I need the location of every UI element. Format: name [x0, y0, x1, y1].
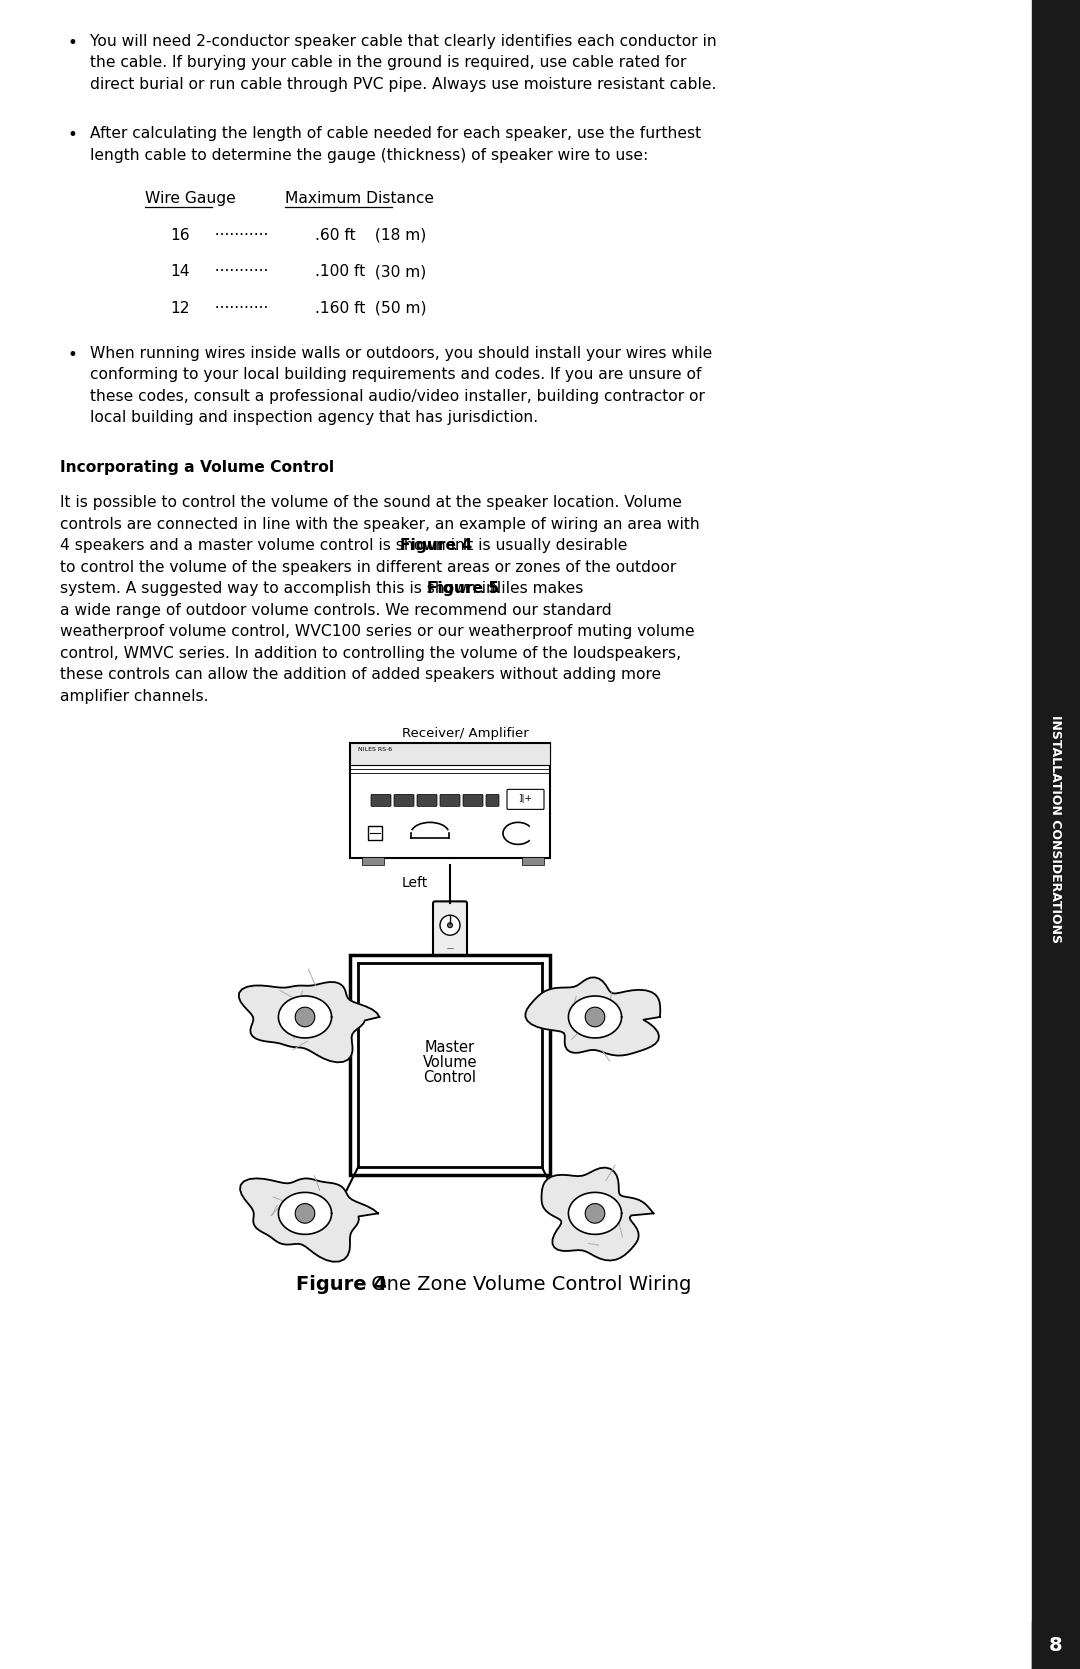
Text: Incorporating a Volume Control: Incorporating a Volume Control [60, 459, 334, 474]
Text: —: — [446, 945, 454, 951]
Text: .100 ft: .100 ft [315, 264, 365, 279]
FancyBboxPatch shape [372, 794, 391, 806]
Text: Receiver/ Amplifier: Receiver/ Amplifier [402, 728, 528, 741]
Text: length cable to determine the gauge (thickness) of speaker wire to use:: length cable to determine the gauge (thi… [90, 149, 648, 164]
Polygon shape [239, 981, 379, 1063]
Circle shape [585, 1203, 605, 1223]
FancyBboxPatch shape [440, 794, 460, 806]
Text: ]|+: ]|+ [518, 794, 532, 803]
Circle shape [447, 923, 453, 928]
Text: Control: Control [423, 1070, 476, 1085]
Text: local building and inspection agency that has jurisdiction.: local building and inspection agency tha… [90, 411, 538, 426]
Polygon shape [568, 1192, 622, 1235]
Text: 8: 8 [1049, 1636, 1063, 1654]
FancyBboxPatch shape [417, 794, 437, 806]
Text: these codes, consult a professional audio/video installer, building contractor o: these codes, consult a professional audi… [90, 389, 705, 404]
Text: amplifier channels.: amplifier channels. [60, 689, 208, 704]
Bar [350, 743, 550, 766]
Text: (30 m): (30 m) [365, 264, 427, 279]
Text: Left: Left [402, 876, 428, 890]
Text: Figure 4: Figure 4 [296, 1275, 387, 1295]
Polygon shape [240, 1178, 378, 1262]
Text: direct burial or run cable through PVC pipe. Always use moisture resistant cable: direct burial or run cable through PVC p… [90, 77, 716, 92]
Text: system. A suggested way to accomplish this is shown in: system. A suggested way to accomplish th… [60, 581, 501, 596]
Text: NILES RS-6: NILES RS-6 [357, 748, 392, 753]
Text: (50 m): (50 m) [365, 300, 427, 315]
Bar [368, 826, 382, 841]
Text: control, WMVC series. In addition to controlling the volume of the loudspeakers,: control, WMVC series. In addition to con… [60, 646, 681, 661]
Text: ···········: ··········· [205, 227, 268, 242]
FancyBboxPatch shape [486, 794, 499, 806]
Text: 16: 16 [170, 227, 190, 242]
Circle shape [440, 915, 460, 935]
Text: conforming to your local building requirements and codes. If you are unsure of: conforming to your local building requir… [90, 367, 702, 382]
Text: weatherproof volume control, WVC100 series or our weatherproof muting volume: weatherproof volume control, WVC100 seri… [60, 624, 694, 639]
Text: Maximum Distance: Maximum Distance [285, 190, 434, 205]
FancyBboxPatch shape [507, 789, 544, 809]
Text: controls are connected in line with the speaker, an example of wiring an area wi: controls are connected in line with the … [60, 517, 700, 532]
Bar [350, 743, 550, 858]
Text: 12: 12 [170, 300, 189, 315]
Polygon shape [541, 1168, 653, 1260]
Text: 14: 14 [170, 264, 190, 279]
Text: .60 ft: .60 ft [315, 227, 355, 242]
FancyBboxPatch shape [394, 794, 414, 806]
Text: •: • [67, 33, 77, 52]
Text: . Niles makes: . Niles makes [480, 581, 583, 596]
Text: INSTALLATION CONSIDERATIONS: INSTALLATION CONSIDERATIONS [1050, 714, 1063, 943]
Text: When running wires inside walls or outdoors, you should install your wires while: When running wires inside walls or outdo… [90, 345, 712, 361]
Text: Volume: Volume [422, 1055, 477, 1070]
Circle shape [295, 1203, 314, 1223]
Text: You will need 2-conductor speaker cable that clearly identifies each conductor i: You will need 2-conductor speaker cable … [90, 33, 717, 48]
Text: Master: Master [424, 1040, 475, 1055]
Polygon shape [568, 996, 622, 1038]
Circle shape [295, 1006, 314, 1026]
Polygon shape [526, 978, 660, 1055]
Bar [362, 858, 384, 865]
Text: It is possible to control the volume of the sound at the speaker location. Volum: It is possible to control the volume of … [60, 496, 681, 511]
Text: these controls can allow the addition of added speakers without adding more: these controls can allow the addition of… [60, 668, 661, 683]
Bar [350, 955, 550, 1175]
Text: After calculating the length of cable needed for each speaker, use the furthest: After calculating the length of cable ne… [90, 127, 701, 142]
FancyBboxPatch shape [433, 901, 467, 958]
Text: a wide range of outdoor volume controls. We recommend our standard: a wide range of outdoor volume controls.… [60, 603, 611, 618]
Bar [1032, 1621, 1080, 1669]
Text: . It is usually desirable: . It is usually desirable [454, 537, 627, 552]
Polygon shape [279, 1192, 332, 1235]
FancyBboxPatch shape [463, 794, 483, 806]
Text: •: • [67, 127, 77, 145]
Text: Wire Gauge: Wire Gauge [145, 190, 235, 205]
Text: the cable. If burying your cable in the ground is required, use cable rated for: the cable. If burying your cable in the … [90, 55, 687, 70]
Text: ···········: ··········· [205, 264, 268, 279]
Polygon shape [279, 996, 332, 1038]
Text: .160 ft: .160 ft [315, 300, 365, 315]
Text: Figure 4: Figure 4 [400, 537, 472, 552]
Text: to control the volume of the speakers in different areas or zones of the outdoor: to control the volume of the speakers in… [60, 559, 676, 574]
Text: Figure 5: Figure 5 [427, 581, 499, 596]
Text: ···········: ··········· [205, 300, 268, 315]
Bar [1032, 0, 1080, 1669]
Text: One Zone Volume Control Wiring: One Zone Volume Control Wiring [365, 1275, 692, 1295]
Text: •: • [67, 345, 77, 364]
Circle shape [585, 1006, 605, 1026]
Bar [522, 858, 544, 865]
Text: 4 speakers and a master volume control is shown in: 4 speakers and a master volume control i… [60, 537, 470, 552]
Text: (18 m): (18 m) [365, 227, 427, 242]
